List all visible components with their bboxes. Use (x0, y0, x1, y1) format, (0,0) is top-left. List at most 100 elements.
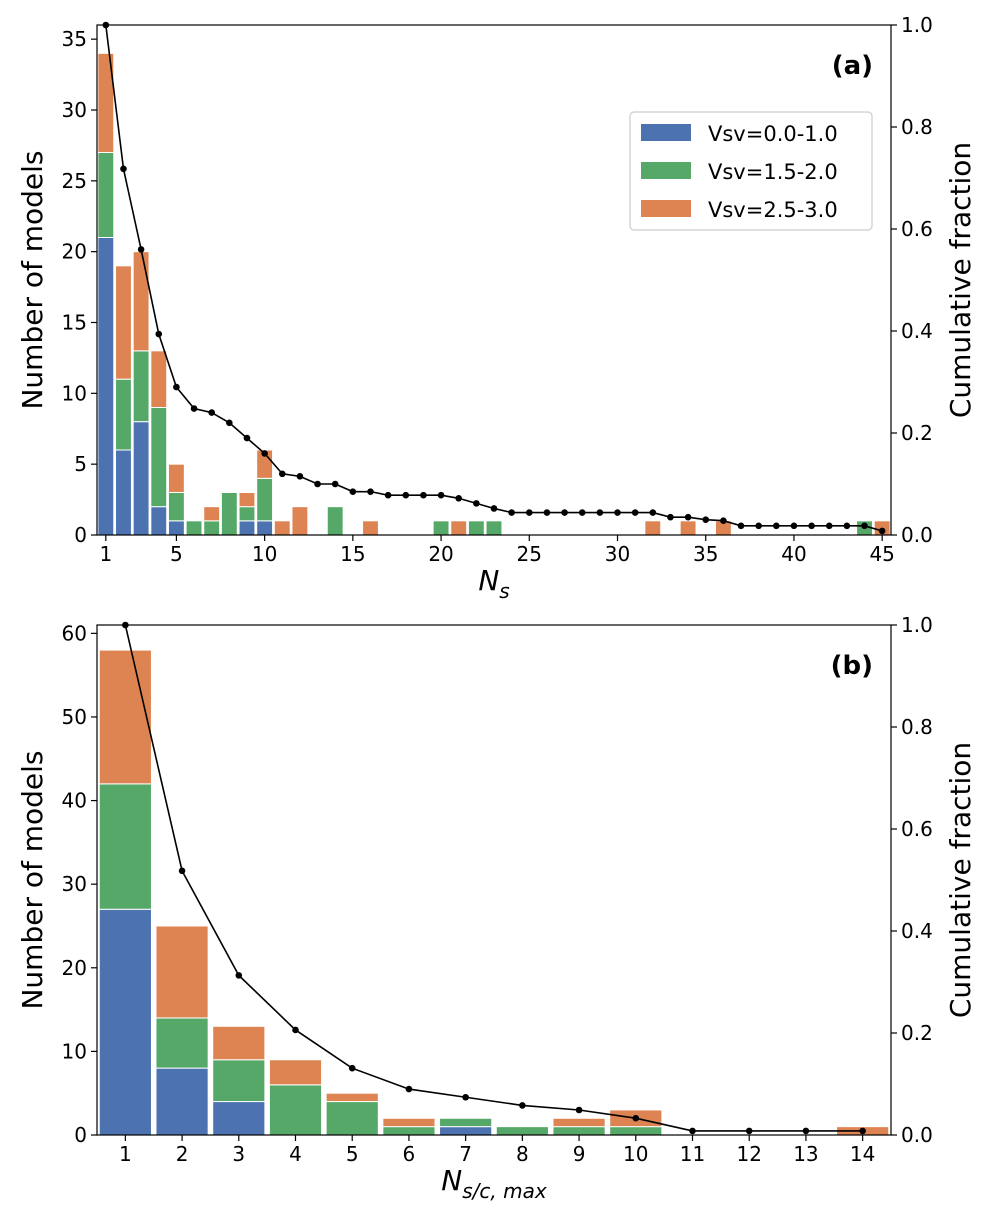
cumulative-point (296, 473, 304, 480)
cumulative-point (173, 383, 180, 391)
bar-segment (115, 449, 132, 536)
legend: Vsv=0.0-1.0 Vsv=1.5-2.0 Vsv=2.5-3.0 (629, 111, 873, 231)
x-axis-label-sub: s/c, max (462, 1179, 547, 1203)
bar-segment (238, 520, 256, 536)
bar-segment (362, 520, 379, 536)
cumulative-point (720, 517, 727, 525)
x-axis: 1 5 10 15 20 25 30 35 40 45 (99, 535, 895, 566)
x-tick-label: 3 (232, 1142, 245, 1166)
bar-segment (238, 506, 256, 522)
x-tick-label: 45 (869, 542, 894, 566)
x-axis-label-base: N (441, 1164, 462, 1197)
cumulative-line (124, 624, 863, 1132)
y-right-tick-label: 1.0 (901, 13, 933, 37)
bar-segment (382, 1117, 436, 1128)
legend-entry: Vsv=2.5-3.0 (708, 198, 838, 222)
bar-segment (115, 378, 132, 451)
cumulative-point (473, 500, 480, 507)
x-tick-label: 11 (680, 1142, 705, 1166)
cumulative-point (208, 409, 215, 416)
y-tick-label: 20 (62, 240, 87, 264)
bar-segment (644, 520, 662, 536)
cumulative-point (292, 1026, 299, 1034)
cumulative-line (105, 24, 883, 532)
bar-segment (167, 492, 185, 522)
y-right-tick-label: 0.4 (901, 919, 933, 943)
y-axis-right: 0.0 0.2 0.4 0.6 0.8 1.0 (891, 13, 933, 547)
bar-segment (268, 1059, 323, 1086)
cumulative-point (278, 470, 286, 478)
y-right-tick-label: 0.4 (901, 319, 933, 343)
bar-segment (609, 1126, 663, 1136)
y-tick-label: 15 (62, 311, 87, 335)
x-tick-label: 1 (119, 1142, 132, 1166)
cumulative-point (437, 491, 445, 499)
x-tick-label: 8 (516, 1142, 529, 1166)
x-tick-label: 15 (340, 542, 365, 566)
panel-a: 1 5 10 15 20 25 30 35 40 45051015202530350.00.20.… (16, 13, 977, 603)
bar-segment (485, 520, 503, 536)
cumulative-point (825, 522, 833, 530)
y-right-tick-label: 0.2 (901, 421, 933, 445)
cumulative-point (243, 434, 251, 442)
y-tick-label: 25 (62, 169, 87, 193)
cumulative-point (859, 1127, 866, 1135)
y-right-tick-label: 0.0 (901, 1123, 933, 1147)
bar-segment (203, 506, 221, 522)
cumulative-point (755, 522, 762, 530)
cumulative-point (190, 405, 198, 412)
y-tick-label: 0 (74, 523, 87, 547)
cumulative-point (745, 1127, 753, 1135)
x-tick-label: 14 (850, 1142, 875, 1166)
panel-label: (a) (832, 51, 873, 81)
cumulative-point (367, 488, 374, 495)
bar-segment (97, 52, 115, 153)
cumulative-point (525, 509, 533, 516)
x-tick-label: 20 (428, 542, 453, 566)
y-tick-label: 50 (62, 705, 87, 729)
x-tick-label: 10 (623, 1142, 648, 1166)
bar-segment (167, 520, 185, 536)
bar-segment (439, 1117, 493, 1128)
bar-segment (98, 649, 152, 785)
cumulative-point (649, 509, 657, 516)
bar-segment (203, 520, 221, 536)
bar-segment (212, 1101, 266, 1136)
y-tick-label: 20 (62, 956, 87, 980)
bar-segment (326, 506, 344, 536)
bar-segment (432, 520, 450, 536)
bar-segment (212, 1025, 266, 1061)
cumulative-point (120, 165, 127, 173)
y-axis-label: Number of models (16, 150, 49, 409)
cumulative-point (575, 1106, 583, 1114)
cumulative-point (878, 527, 886, 535)
bar-segment (325, 1092, 379, 1103)
cumulative-point (384, 491, 392, 499)
y-tick-label: 30 (62, 98, 87, 122)
cumulative-point (331, 480, 339, 488)
legend-swatch (641, 162, 691, 179)
x-tick-label: 13 (793, 1142, 818, 1166)
cumulative-point (737, 522, 745, 530)
cumulative-point (155, 330, 163, 338)
x-tick-label: 9 (573, 1142, 586, 1166)
bar-segment (185, 520, 203, 536)
x-tick-label: 12 (736, 1142, 761, 1166)
y-axis-label: Number of models (16, 750, 49, 1009)
cumulative-point (348, 1064, 356, 1072)
cumulative-point (596, 509, 604, 516)
x-tick-label: 1 (99, 542, 112, 566)
bar-segment (552, 1126, 606, 1136)
cumulative-point (519, 1102, 526, 1109)
y-axis-left: 0 10 20 30 40 50 60 (62, 621, 97, 1147)
x-tick-label: 40 (781, 542, 806, 566)
cumulative-point (802, 1127, 810, 1135)
bar-segment (150, 350, 168, 408)
cumulative-point (843, 522, 851, 530)
y-right-tick-label: 0.8 (901, 715, 933, 739)
panel-b: 1 2 3 4 5 6 7 8 9 10 11 12 13 1401020304050600.00.20.… (16, 613, 977, 1203)
bar-segment (97, 237, 115, 536)
cumulative-point (773, 522, 780, 530)
bar-segment (155, 1017, 209, 1069)
